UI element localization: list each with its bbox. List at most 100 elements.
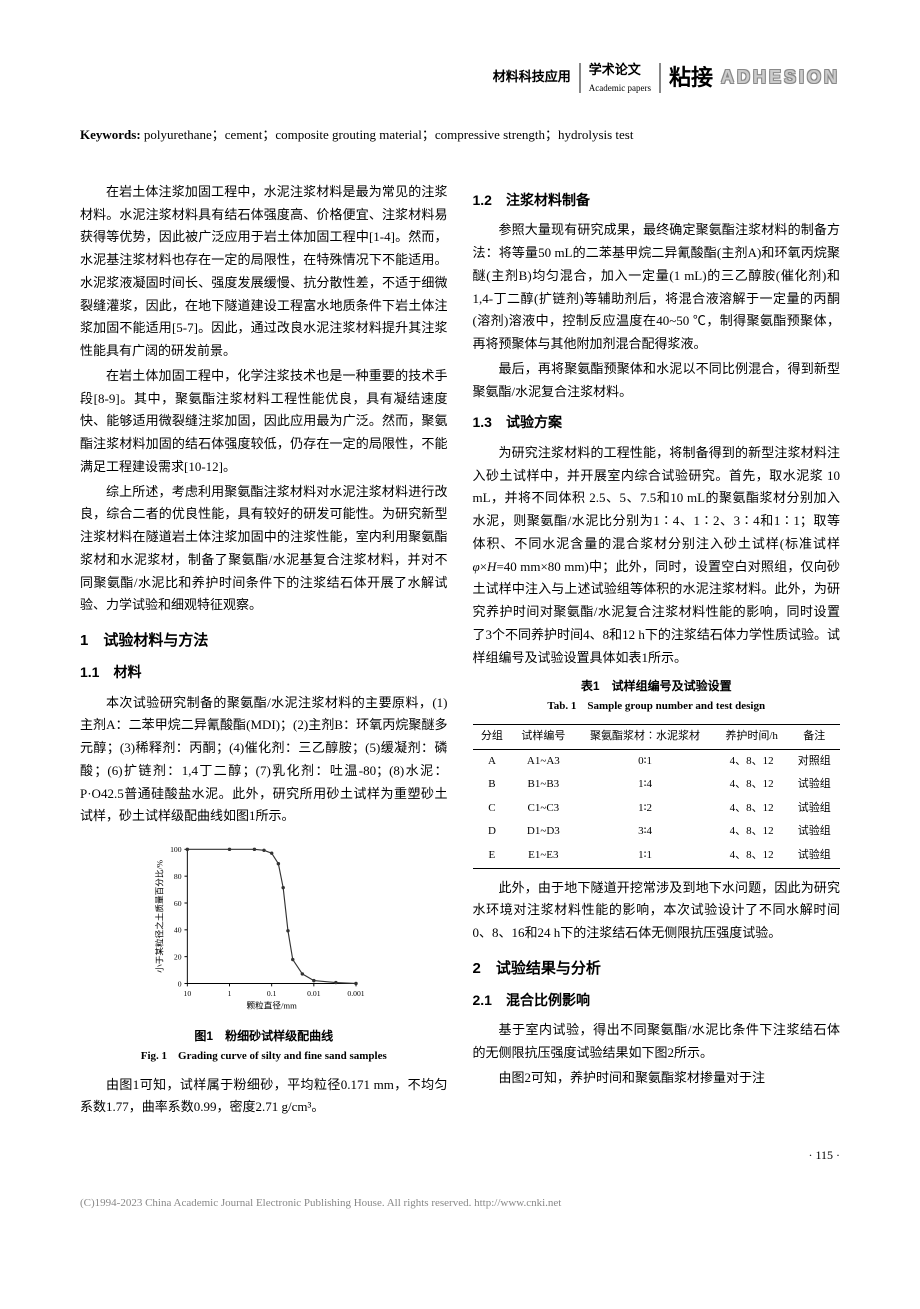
table-cell: D1~D3	[511, 820, 575, 844]
header-section-2-cn: 学术论文	[589, 62, 641, 77]
page-number: · 115 ·	[80, 1146, 840, 1165]
phi-var: φ	[473, 559, 480, 574]
svg-text:0.1: 0.1	[267, 989, 277, 998]
section-2-1-label: 混合比例影响	[506, 994, 590, 1009]
x-axis-label: 颗粒直径/mm	[246, 1000, 297, 1011]
header-divider-2	[659, 63, 661, 93]
table-cell: 1∶1	[575, 844, 714, 868]
section-1-2-label: 注浆材料制备	[506, 194, 590, 209]
table-cell: 4、8、12	[715, 773, 789, 797]
right-p2: 最后，再将聚氨酯预聚体和水泥以不同比例混合，得到新型聚氨酯/水泥复合注浆材料。	[473, 358, 841, 404]
right-p3a: 为研究注浆材料的工程性能，将制备得到的新型注浆材料注入砂土试样中，并开展室内综合…	[473, 445, 841, 551]
section-1-2-num: 1.2	[473, 192, 492, 208]
svg-text:10: 10	[183, 989, 191, 998]
table-row: BB1~B31∶44、8、12试验组	[473, 773, 841, 797]
page-header: 材料科技应用 学术论文 Academic papers 粘接 ADHESION	[80, 60, 840, 95]
table-cell: C1~C3	[511, 797, 575, 821]
table-cell: 4、8、12	[715, 797, 789, 821]
keywords-line: Keywords: polyurethane；cement；composite …	[80, 125, 840, 146]
section-1-1-num: 1.1	[80, 664, 99, 680]
chart-bg	[149, 840, 379, 1013]
table-row: CC1~C31∶24、8、12试验组	[473, 797, 841, 821]
section-1-1-label: 材料	[113, 666, 141, 681]
header-section-2-en: Academic papers	[589, 81, 651, 95]
table-1-body: AA1~A30∶14、8、12对照组BB1~B31∶44、8、12试验组CC1~…	[473, 749, 841, 868]
svg-text:0: 0	[178, 980, 182, 989]
section-1-3-label: 试验方案	[506, 416, 562, 431]
table-cell: 4、8、12	[715, 844, 789, 868]
svg-text:1: 1	[227, 989, 231, 998]
table-cell: B	[473, 773, 512, 797]
table-cell: A	[473, 749, 512, 773]
left-column: 在岩土体注浆加固工程中，水泥注浆材料是最为常见的注浆材料。水泥注浆材料具有结石体…	[80, 181, 448, 1121]
section-2-1-title: 2.1 混合比例影响	[473, 989, 841, 1013]
right-p6: 由图2可知，养护时间和聚氨酯浆材掺量对于注	[473, 1067, 841, 1090]
keywords-text: polyurethane；cement；composite grouting m…	[141, 127, 634, 142]
svg-text:60: 60	[174, 899, 182, 908]
header-section-2: 学术论文 Academic papers	[589, 60, 651, 95]
table-cell: 4、8、12	[715, 749, 789, 773]
section-1-3-title: 1.3 试验方案	[473, 411, 841, 435]
footer-copyright: (C)1994-2023 China Academic Journal Elec…	[80, 1195, 840, 1213]
svg-text:0.001: 0.001	[347, 989, 364, 998]
svg-text:20: 20	[174, 953, 182, 962]
table-header-cell: 养护时间/h	[715, 725, 789, 750]
svg-text:100: 100	[170, 845, 182, 854]
table-header-cell: 备注	[789, 725, 840, 750]
svg-text:80: 80	[174, 872, 182, 881]
table-1-caption: 表1 试样组编号及试验设置 Tab. 1 Sample group number…	[473, 677, 841, 716]
table-cell: 4、8、12	[715, 820, 789, 844]
section-2-title: 2 试验结果与分析	[473, 957, 841, 981]
right-p3: 为研究注浆材料的工程性能，将制备得到的新型注浆材料注入砂土试样中，并开展室内综合…	[473, 442, 841, 670]
table-1-header-row: 分组试样编号聚氨酯浆材∶水泥浆材养护时间/h备注	[473, 725, 841, 750]
table-cell: 试验组	[789, 820, 840, 844]
section-1-title: 1 试验材料与方法	[80, 629, 448, 653]
y-axis-label: 小于某粒径之土质量百分比/%	[153, 860, 164, 973]
header-divider-1	[579, 63, 581, 93]
right-p5: 基于室内试验，得出不同聚氨酯/水泥比条件下注浆结石体的无侧限抗压强度试验结果如下…	[473, 1019, 841, 1065]
figure-1-caption-en: Fig. 1 Grading curve of silty and fine s…	[80, 1048, 448, 1066]
right-column: 1.2 注浆材料制备 参照大量现有研究成果，最终确定聚氨酯注浆材料的制备方法：将…	[473, 181, 841, 1121]
right-p4: 此外，由于地下隧道开挖常涉及到地下水问题，因此为研究水环境对注浆材料性能的影响，…	[473, 877, 841, 945]
table-cell: C	[473, 797, 512, 821]
table-row: DD1~D33∶44、8、12试验组	[473, 820, 841, 844]
table-cell: 对照组	[789, 749, 840, 773]
content-columns: 在岩土体注浆加固工程中，水泥注浆材料是最为常见的注浆材料。水泥注浆材料具有结石体…	[80, 181, 840, 1121]
table-1: 分组试样编号聚氨酯浆材∶水泥浆材养护时间/h备注 AA1~A30∶14、8、12…	[473, 724, 841, 869]
section-1-2-title: 1.2 注浆材料制备	[473, 189, 841, 213]
left-p3: 综上所述，考虑利用聚氨酯注浆材料对水泥注浆材料进行改良，综合二者的优良性能，具有…	[80, 481, 448, 618]
left-p2: 在岩土体加固工程中，化学注浆技术也是一种重要的技术手段[8-9]。其中，聚氨酯注…	[80, 365, 448, 479]
left-p4: 本次试验研究制备的聚氨酯/水泥注浆材料的主要原料，(1)主剂A：二苯甲烷二异氰酸…	[80, 692, 448, 829]
table-cell: 试验组	[789, 797, 840, 821]
section-2-1-num: 2.1	[473, 992, 492, 1008]
table-header-cell: 分组	[473, 725, 512, 750]
table-cell: 试验组	[789, 773, 840, 797]
keywords-label: Keywords:	[80, 127, 141, 142]
header-adhesion: ADHESION	[721, 63, 840, 92]
table-cell: E1~E3	[511, 844, 575, 868]
right-p3b: =40 mm×80 mm)中；此外，同时，设置空白对照组，仅向砂土试样中注入与上…	[473, 559, 841, 665]
right-p1: 参照大量现有研究成果，最终确定聚氨酯注浆材料的制备方法：将等量50 mL的二苯基…	[473, 219, 841, 356]
section-1-3-num: 1.3	[473, 414, 492, 430]
figure-1-caption-cn: 图1 粉细砂试样级配曲线	[80, 1027, 448, 1046]
table-cell: E	[473, 844, 512, 868]
table-cell: D	[473, 820, 512, 844]
table-1-caption-en: Tab. 1 Sample group number and test desi…	[473, 698, 841, 716]
figure-1-chart: 0 20 40 60 80 100 10 1 0.1 0.01 0.001 小于某粒径之土质量百分…	[149, 836, 379, 1016]
table-cell: B1~B3	[511, 773, 575, 797]
table-header-cell: 试样编号	[511, 725, 575, 750]
svg-text:0.01: 0.01	[307, 989, 321, 998]
table-cell: 1∶2	[575, 797, 714, 821]
table-row: EE1~E31∶14、8、12试验组	[473, 844, 841, 868]
table-cell: 3∶4	[575, 820, 714, 844]
header-section-1: 材料科技应用	[493, 67, 571, 88]
left-p1: 在岩土体注浆加固工程中，水泥注浆材料是最为常见的注浆材料。水泥注浆材料具有结石体…	[80, 181, 448, 363]
svg-text:40: 40	[174, 926, 182, 935]
figure-1: 0 20 40 60 80 100 10 1 0.1 0.01 0.001 小于某粒径之土质量百分…	[80, 836, 448, 1066]
table-cell: 0∶1	[575, 749, 714, 773]
table-header-cell: 聚氨酯浆材∶水泥浆材	[575, 725, 714, 750]
section-1-1-title: 1.1 材料	[80, 661, 448, 685]
left-p5: 由图1可知，试样属于粉细砂，平均粒径0.171 mm，不均匀系数1.77，曲率系…	[80, 1074, 448, 1120]
table-row: AA1~A30∶14、8、12对照组	[473, 749, 841, 773]
table-1-caption-cn: 表1 试样组编号及试验设置	[473, 677, 841, 696]
